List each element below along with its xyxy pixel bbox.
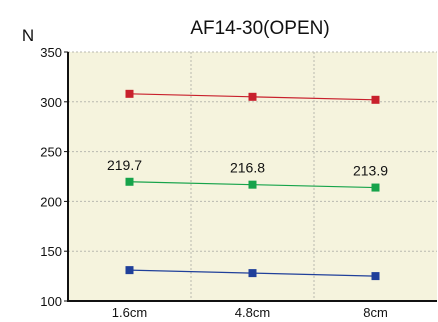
series-1-point <box>125 89 134 98</box>
x-tick-label: 4.8cm <box>235 305 270 320</box>
data-label: 213.9 <box>353 163 388 179</box>
data-label: 219.7 <box>107 157 142 173</box>
y-tick-label: 300 <box>40 95 62 110</box>
series-2-point <box>371 183 380 192</box>
data-label: 216.8 <box>230 160 265 176</box>
grid <box>68 51 437 301</box>
series-1-point <box>248 92 257 101</box>
x-tick-label: 8cm <box>363 305 388 320</box>
series-2-point <box>248 180 257 189</box>
y-tick-label: 200 <box>40 194 62 209</box>
x-tick-label: 1.6cm <box>112 305 147 320</box>
chart-title: AF14-30(OPEN) <box>190 18 329 39</box>
y-tick-label: 100 <box>40 294 62 309</box>
series-1-point <box>371 95 380 104</box>
y-tick-label: 150 <box>40 244 62 259</box>
y-tick-label: 350 <box>40 45 62 60</box>
series-group <box>125 89 380 281</box>
axes <box>64 51 437 302</box>
series-3-point <box>371 272 380 281</box>
series-3-point <box>248 269 257 278</box>
y-tick-label: 250 <box>40 145 62 160</box>
x-tick-labels: 1.6cm 4.8cm 8cm <box>112 305 388 320</box>
y-tick-labels: 100 150 200 250 300 350 <box>40 45 62 309</box>
series-2-point <box>125 177 134 186</box>
y-axis-label: N <box>22 26 34 45</box>
data-labels: 219.7 216.8 213.9 <box>107 157 388 179</box>
series-3-point <box>125 266 134 275</box>
